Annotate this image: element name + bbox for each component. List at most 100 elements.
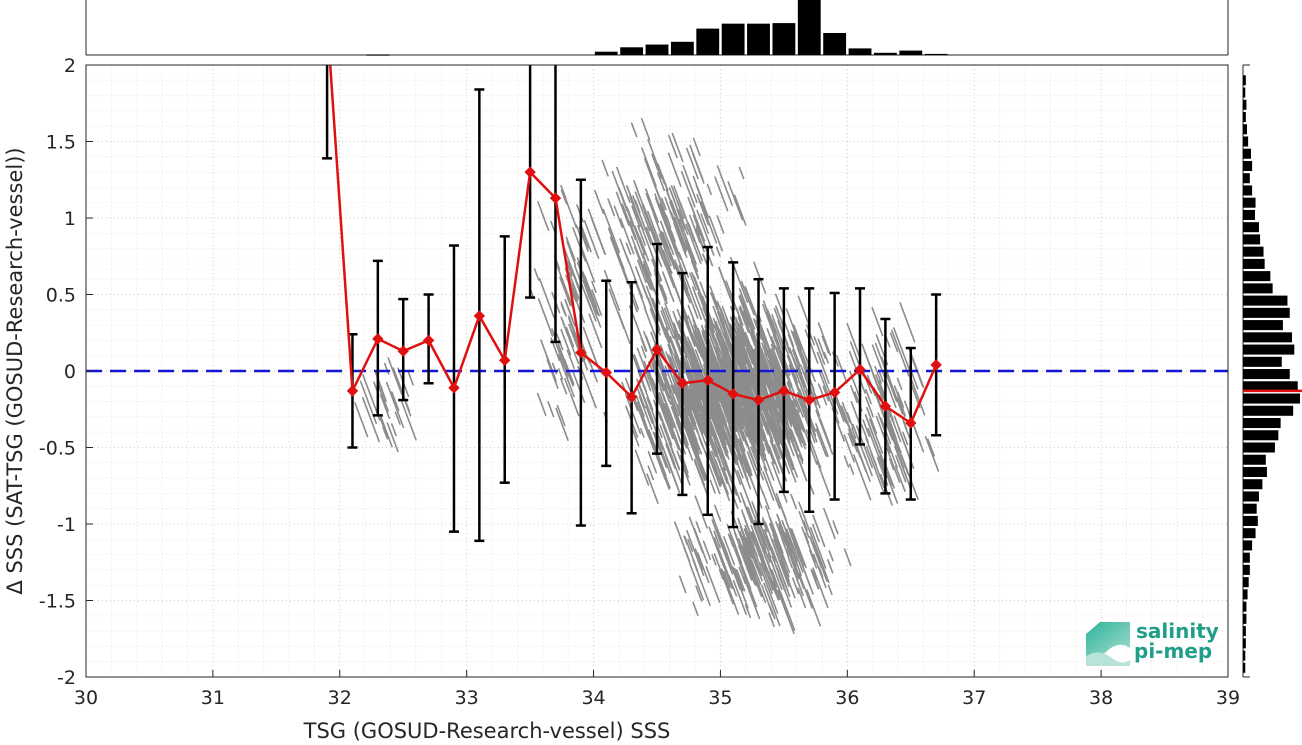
scatter-point [692,446,707,481]
scatter-point [664,329,671,343]
scatter-point [761,517,768,529]
scatter-point [609,236,629,283]
scatter-point [677,321,692,356]
scatter-point [788,404,797,423]
scatter-point [806,589,822,627]
scatter-point [690,432,699,452]
scatter-point [768,445,780,474]
scatter-point [603,269,621,312]
scatter-point [771,314,784,345]
scatter-point [789,367,809,415]
scatter-point [691,271,700,292]
scatter-point [827,559,834,574]
scatter-point [677,208,689,236]
scatter-point [713,537,731,580]
scatter-point [570,287,586,323]
scatter-point [716,215,725,234]
scatter-point [671,132,684,163]
mean-marker [651,343,663,356]
scatter-point [865,445,885,493]
right-hist-bar [1243,209,1255,220]
right-hist-bar [1243,112,1246,123]
scatter-point [698,386,706,404]
scatter-point [789,383,804,418]
scatter-point [801,439,806,450]
scatter-point [689,214,701,243]
y-tick-label: 1.5 [46,132,76,154]
top-hist-bar [620,47,644,55]
scatter-point [658,401,674,440]
scatter-point [811,523,820,543]
scatter-point [694,495,708,529]
scatter-point [641,265,653,291]
scatter-point [719,476,731,502]
scatter-point [821,335,830,354]
scatter-point [743,340,751,356]
right-hist-bar [1243,491,1259,502]
scatter-point [667,152,682,187]
scatter-point [687,222,699,249]
scatter-point [732,346,751,392]
scatter-point [693,458,706,487]
scatter-point [750,524,764,559]
scatter-point [621,264,640,310]
scatter-point [791,577,800,595]
scatter-point [739,525,754,560]
scatter-point [645,405,654,424]
scatter-point [710,291,719,311]
scatter-point [645,335,655,359]
scatter-point [652,213,668,251]
scatter-point [757,436,775,481]
scatter-point [695,521,701,534]
x-axis-ticks: 30 31 32 33 34 35 36 37 38 39 [74,670,1240,709]
scatter-point [572,227,587,262]
scatter-point [718,569,724,580]
scatter-point [795,365,810,402]
scatter-point [693,527,709,564]
scatter-point [670,427,680,451]
scatter-point [743,411,761,454]
mean-marker [676,377,689,389]
scatter-point [823,507,836,540]
scatter-point [739,372,754,408]
scatter-point [733,194,747,226]
scatter-point [773,307,789,346]
scatter-point [659,206,669,227]
mean-marker [473,310,486,322]
scatter-point [738,530,757,576]
scatter-point [647,297,658,323]
scatter-point [762,303,776,338]
y-tick-label: 0 [64,361,76,383]
scatter-point [661,271,675,303]
scatter-point [683,282,699,319]
scatter-point [850,401,861,426]
scatter-point [702,540,712,561]
scatter-point [664,403,675,429]
right-hist-bar [1243,271,1271,282]
scatter-point [779,590,796,631]
scatter-point [379,394,391,419]
scatter-point [771,555,787,594]
right-hist-bar [1243,381,1298,392]
scatter-point [865,389,872,405]
scatter-point [822,385,830,402]
scatter-point [642,263,655,292]
scatter-point [776,443,784,461]
scatter-point [695,225,701,236]
scatter-point [885,415,893,432]
right-hist-bar [1243,405,1294,416]
right-hist-bar [1243,528,1256,539]
scatter-point [690,345,697,359]
scatter-point [716,311,727,334]
scatter-point [376,381,390,412]
right-hist-bar [1243,320,1283,331]
mean-marker [422,334,435,347]
scatter-point [602,208,621,253]
scatter-point [721,305,735,338]
scatter-point [687,248,697,272]
scatter-point [813,543,830,583]
scatter-point [798,511,810,538]
scatter-point [678,218,697,265]
scatter-point [706,459,721,495]
